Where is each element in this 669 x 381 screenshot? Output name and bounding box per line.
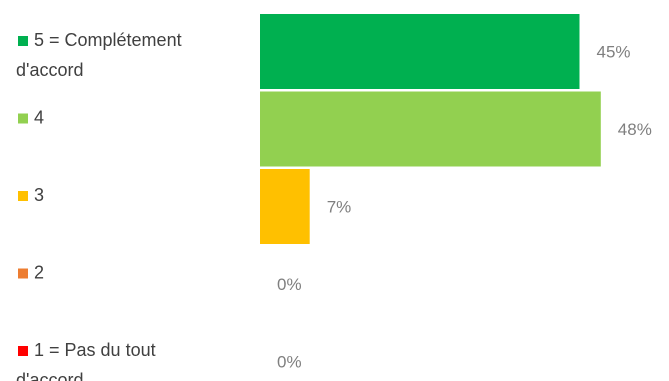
legend-marker-3: [18, 191, 28, 201]
bar-5: [260, 14, 580, 89]
legend-marker-2: [18, 268, 28, 279]
legend-marker-4: [18, 113, 28, 124]
legend-marker-5: [18, 36, 28, 46]
legend-label-3: 3: [34, 185, 44, 205]
legend-label-5: 5 = Complétement d'accord: [16, 30, 182, 80]
data-label-5: 45%: [597, 43, 631, 62]
data-label-3: 7%: [327, 198, 352, 217]
bar-3: [260, 169, 310, 244]
legend-label-2: 2: [34, 263, 44, 283]
legend-marker-1: [18, 346, 28, 356]
legend-label-4: 4: [34, 108, 44, 128]
legend-label-1: 1 = Pas du tout d'accord: [16, 340, 156, 381]
bar-4: [260, 91, 601, 167]
data-label-2: 0%: [277, 275, 302, 294]
data-label-1: 0%: [277, 353, 302, 372]
data-label-4: 48%: [618, 120, 652, 139]
